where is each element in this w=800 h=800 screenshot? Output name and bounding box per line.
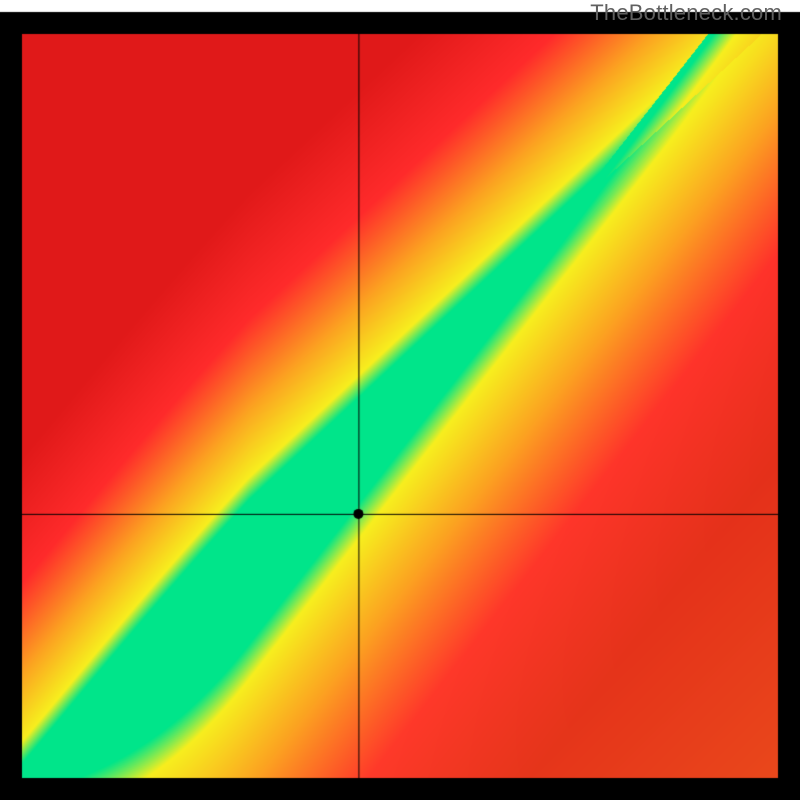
- chart-container: TheBottleneck.com: [0, 0, 800, 800]
- watermark-text: TheBottleneck.com: [590, 0, 782, 26]
- bottleneck-heatmap: [0, 0, 800, 800]
